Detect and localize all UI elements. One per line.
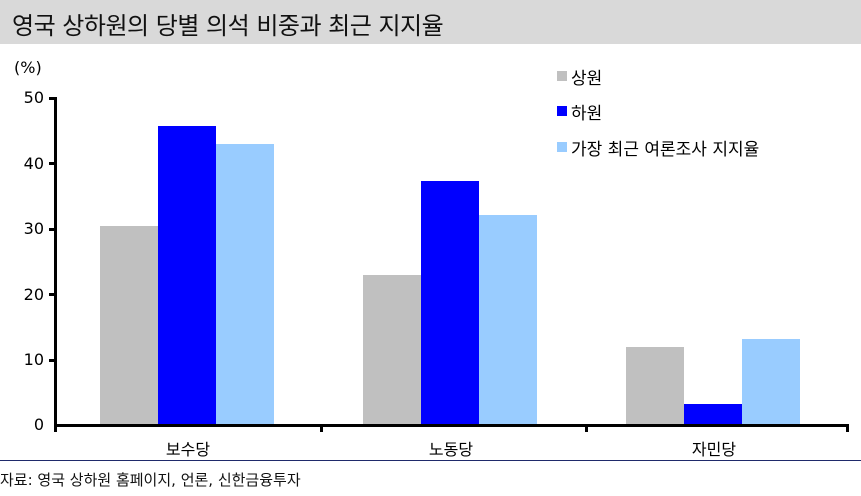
legend-swatch-icon (557, 106, 567, 116)
x-category-label: 보수당 (165, 440, 211, 459)
bar (684, 404, 742, 425)
x-axis-line (54, 424, 849, 427)
x-tick-mark (585, 424, 588, 432)
y-tick-mark (49, 293, 55, 296)
title-bar: 영국 상하원의 당별 의석 비중과 최근 지지율 (0, 0, 861, 44)
legend-item-house: 하원 (557, 101, 603, 124)
bar (216, 144, 274, 425)
legend-swatch-icon (557, 71, 567, 81)
bar (158, 126, 216, 425)
footer-divider (0, 460, 861, 461)
x-category-label: 노동당 (428, 440, 474, 459)
y-tick-mark (49, 162, 55, 165)
y-tick-label: 50 (23, 88, 44, 107)
y-tick-label: 10 (23, 350, 44, 369)
bar (742, 339, 800, 425)
bar (421, 181, 479, 425)
y-tick-label: 30 (23, 219, 44, 238)
y-tick-label: 40 (23, 154, 44, 173)
legend-item-poll: 가장 최근 여론조사 지지율 (557, 137, 760, 160)
source-note: 자료: 영국 상하원 홈페이지, 언론, 신한금융투자 (0, 471, 301, 489)
x-tick-mark (846, 424, 849, 432)
legend-label: 하원 (571, 103, 603, 124)
y-tick-mark (49, 228, 55, 231)
y-tick-label: 20 (23, 285, 44, 304)
legend-swatch-icon (557, 142, 567, 152)
bar (479, 215, 537, 425)
y-axis-unit: (%) (14, 58, 42, 77)
y-tick-mark (49, 97, 55, 100)
x-tick-mark (320, 424, 323, 432)
x-category-label: 자민당 (691, 440, 737, 459)
y-tick-mark (49, 359, 55, 362)
bar (363, 275, 421, 425)
legend-label: 상원 (571, 68, 603, 89)
bar (100, 226, 158, 425)
bar (626, 347, 684, 425)
y-tick-label: 0 (33, 415, 44, 434)
legend-label: 가장 최근 여론조사 지지율 (571, 139, 760, 160)
chart-title: 영국 상하원의 당별 의석 비중과 최근 지지율 (12, 12, 444, 40)
y-axis-line (54, 97, 57, 427)
legend-item-senate: 상원 (557, 66, 603, 89)
x-tick-mark (54, 424, 57, 432)
